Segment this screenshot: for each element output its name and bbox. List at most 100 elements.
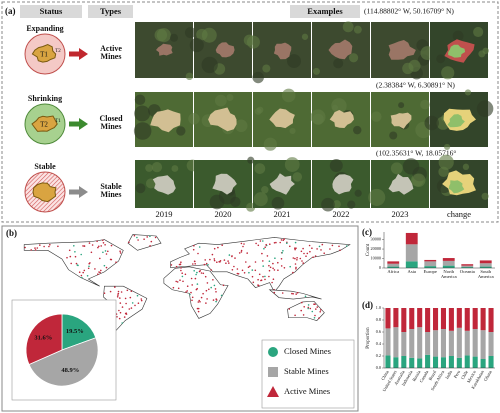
mine-dot	[104, 250, 107, 252]
mine-dot	[105, 253, 108, 255]
mine-dot	[117, 294, 119, 296]
mine-dot	[107, 250, 109, 253]
mine-dot	[266, 255, 269, 257]
header-box	[290, 5, 360, 18]
bar-segment	[440, 329, 447, 358]
image-texture	[184, 27, 196, 39]
mine-dot	[115, 261, 117, 264]
x-tick-label: India	[444, 369, 453, 379]
mine-dot	[190, 277, 193, 280]
image-texture	[145, 178, 157, 189]
mine-dot	[222, 284, 225, 287]
mine-dot	[313, 317, 316, 319]
mine-dot	[259, 240, 262, 242]
mine-dot	[295, 268, 297, 270]
mine-dot	[220, 294, 223, 297]
mine-dot	[203, 263, 206, 266]
arrow-head	[79, 48, 88, 60]
mine-dot	[277, 269, 279, 272]
mine-dot	[316, 306, 319, 308]
mine-dot	[206, 282, 209, 284]
mine-dot	[292, 271, 294, 274]
mine-dot	[302, 262, 305, 264]
x-tick-label: Russia	[411, 369, 421, 382]
mine-dot	[196, 307, 199, 310]
mine-dot	[292, 293, 295, 295]
mine-dot	[305, 255, 307, 257]
mine-dot	[196, 283, 199, 285]
mine-dot	[78, 271, 81, 274]
mine-dot	[307, 307, 310, 310]
year-label: 2021	[274, 209, 291, 219]
x-tick-label: Chile	[460, 369, 469, 380]
bar-segment	[461, 264, 474, 266]
image-texture	[209, 194, 225, 210]
bar-segment	[479, 266, 492, 268]
mine-dot	[233, 265, 235, 268]
mine-dot	[205, 262, 208, 265]
mine-dot	[223, 259, 226, 261]
image-texture	[481, 192, 489, 200]
mine-dot	[304, 295, 307, 298]
mine-dot	[102, 242, 105, 244]
mine-area	[208, 107, 237, 132]
mine-dot	[269, 243, 271, 245]
x-tick-label: Asia	[407, 269, 416, 274]
mine-dot	[228, 254, 231, 256]
mine-dot	[303, 252, 305, 255]
mine-dot	[120, 291, 123, 293]
mine-dot	[213, 258, 216, 260]
mine-dot	[237, 273, 240, 275]
mine-dot	[204, 259, 206, 261]
mine-dot	[192, 248, 195, 251]
image-texture	[201, 27, 217, 43]
year-label: 2023	[392, 209, 409, 219]
image-texture	[246, 35, 260, 49]
bar-segment	[464, 308, 470, 331]
mine-dot	[251, 269, 254, 271]
mine-dot	[308, 244, 311, 247]
image-texture	[263, 137, 277, 151]
mine-dot	[179, 263, 181, 266]
mine-dot	[323, 252, 326, 254]
mine-dot	[190, 291, 192, 294]
mine-dot	[181, 272, 183, 275]
image-texture	[134, 105, 151, 122]
image-texture	[201, 56, 218, 74]
mine-dot	[338, 245, 340, 248]
y-tick-label: 0.8	[376, 317, 381, 322]
mine-dot	[215, 291, 217, 293]
x-tick-label: Canada	[418, 369, 429, 383]
mine-dot	[99, 271, 101, 274]
mine-dot	[186, 285, 189, 288]
mine-dot	[245, 261, 247, 263]
mine-dot	[177, 287, 180, 290]
mine-dot	[73, 245, 75, 247]
image-texture	[412, 173, 426, 187]
mine-dot	[121, 306, 124, 308]
mine-dot	[99, 257, 101, 260]
mine-dot	[242, 245, 244, 248]
mine-dot	[100, 269, 102, 272]
mine-dot	[175, 280, 177, 283]
mine-footprint	[32, 182, 57, 203]
mine-area	[269, 173, 295, 195]
mine-dot	[97, 246, 99, 249]
mine-dot	[286, 242, 288, 244]
region-label: T2	[40, 121, 48, 129]
mine-dot	[123, 316, 126, 318]
change-area	[448, 180, 465, 194]
mine-dot	[193, 270, 195, 272]
legend-label: Active Mines	[284, 386, 330, 396]
mine-dot	[331, 244, 334, 247]
bar-segment	[401, 332, 407, 356]
mine-dot	[170, 264, 173, 266]
bar-segment	[409, 329, 415, 358]
panel-label: (b)	[6, 228, 17, 238]
mine-dot	[313, 303, 315, 306]
mine-dot	[140, 298, 143, 300]
mine-dot	[302, 314, 305, 316]
y-tick-label: 0.6	[376, 329, 381, 334]
bar-segment	[401, 308, 407, 332]
